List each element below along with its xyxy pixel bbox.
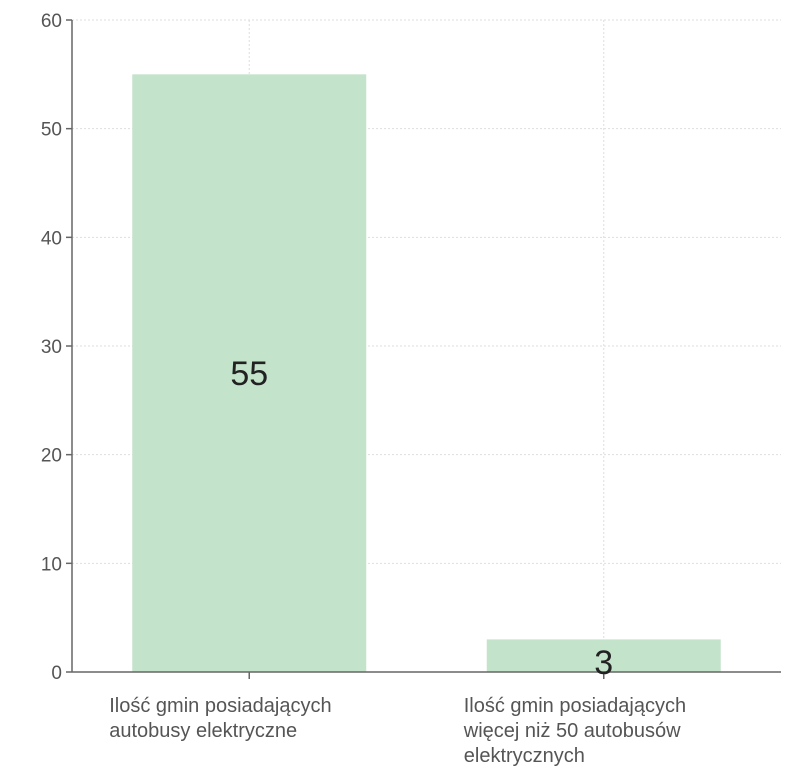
x-category-label: autobusy elektryczne [109,720,297,742]
y-tick-label: 0 [51,663,62,684]
y-tick-label: 30 [41,337,62,358]
bar [132,74,367,673]
x-category-label: więcej niż 50 autobusów [463,720,681,742]
data-labels: 55 3 [230,355,613,682]
y-tick-label: 20 [41,446,62,467]
x-category-label: Ilość gmin posiadających [464,695,686,717]
bars [132,74,721,673]
y-tick-label: 10 [41,554,62,575]
x-category-label: Ilość gmin posiadających [109,695,331,717]
y-tick-label: 50 [41,120,62,141]
y-tick-label: 40 [41,228,62,249]
x-category-label: elektrycznych [464,745,585,767]
x-axis-labels: Ilość gmin posiadających autobusy elektry… [109,695,686,767]
y-tick-label: 60 [41,11,62,32]
y-axis-ticks: 0 10 20 30 40 50 60 [41,11,72,684]
data-label: 55 [230,355,268,393]
data-label: 3 [594,644,613,682]
bar [486,639,721,672]
